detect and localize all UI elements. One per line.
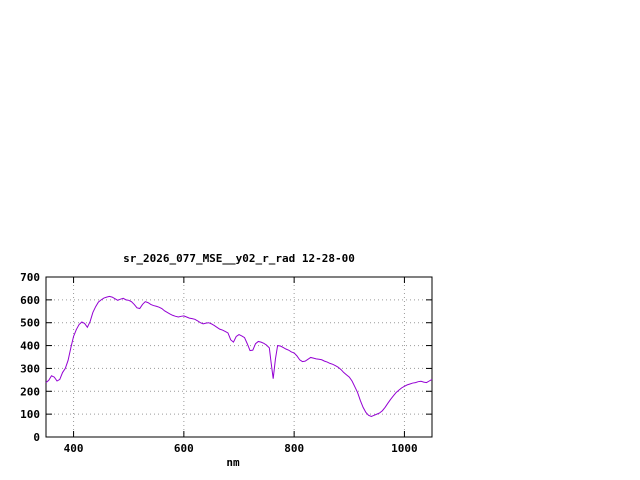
y-tick-label: 400: [20, 340, 40, 353]
x-tick-label: 1000: [391, 442, 418, 455]
y-tick-label: 0: [33, 431, 40, 444]
chart-title: sr_2026_077_MSE__y02_r_rad 12-28-00: [123, 252, 355, 265]
x-tick-label: 800: [284, 442, 304, 455]
y-tick-label: 200: [20, 385, 40, 398]
grid-lines: [46, 277, 432, 437]
tick-marks: [46, 276, 432, 438]
x-axis-label: nm: [226, 456, 240, 469]
y-tick-label: 100: [20, 408, 40, 421]
y-tick-label: 600: [20, 294, 40, 307]
y-tick-label: 500: [20, 317, 40, 330]
x-tick-label: 400: [64, 442, 84, 455]
x-tick-label: 600: [174, 442, 194, 455]
plot-border: [45, 276, 433, 438]
tick-labels: 400 600 800 1000 0 100 200 300 400 500 600 700: [20, 271, 418, 455]
y-tick-label: 700: [20, 271, 40, 284]
y-tick-label: 300: [20, 362, 40, 375]
data-line: [45, 295, 433, 417]
